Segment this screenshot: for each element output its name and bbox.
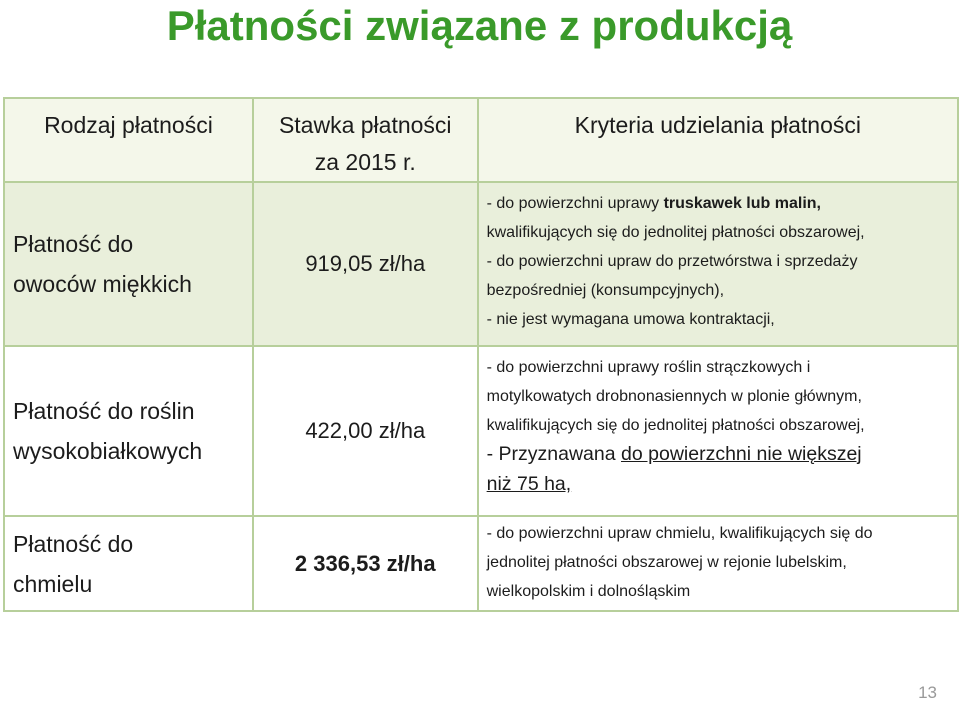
rate-cell: 422,00 zł/ha [251, 345, 479, 517]
criteria-cell: - do powierzchni upraw chmielu, kwalifik… [476, 515, 959, 612]
payments-table: Rodzaj płatności Stawka płatności za 201… [3, 97, 959, 612]
header-rate: Stawka płatności za 2015 r. [251, 97, 479, 183]
payment-type-cell: Płatność do owoców miękkich [3, 181, 254, 347]
header-criteria: Kryteria udzielania płatności [476, 97, 959, 183]
page-title: Płatności związane z produkcją [166, 2, 793, 49]
page-number: 13 [918, 683, 937, 702]
table-row: Płatność do chmielu 2 336,53 zł/ha - do … [3, 515, 959, 612]
rate-cell: 2 336,53 zł/ha [251, 515, 479, 612]
payment-type-cell: Płatność do chmielu [3, 515, 254, 612]
criteria-cell: - do powierzchni uprawy truskawek lub ma… [476, 181, 959, 347]
payment-type-cell: Płatność do roślin wysokobiałkowych [3, 345, 254, 517]
rate-cell: 919,05 zł/ha [251, 181, 479, 347]
header-payment-type: Rodzaj płatności [3, 97, 254, 183]
table-row: Płatność do owoców miękkich 919,05 zł/ha… [3, 181, 959, 347]
table-row: Płatność do roślin wysokobiałkowych 422,… [3, 345, 959, 517]
table-header-row: Rodzaj płatności Stawka płatności za 201… [3, 97, 959, 183]
criteria-cell: - do powierzchni uprawy roślin strączkow… [476, 345, 959, 517]
